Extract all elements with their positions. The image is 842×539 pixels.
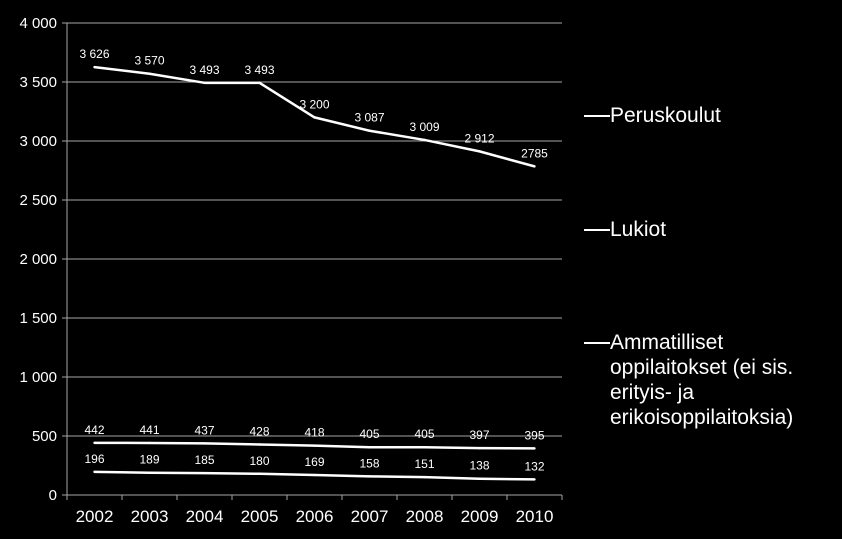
data-label: 185 — [194, 453, 214, 467]
x-tick-label: 2007 — [351, 507, 389, 526]
y-axis-tick-labels: 0 500 1 000 1 500 2 000 2 500 3 000 3 500 4 000 — [19, 15, 57, 504]
x-tick-label: 2008 — [406, 507, 444, 526]
x-axis-tick-labels: 2002 2003 2004 2005 2006 2007 2008 2009 2010 — [76, 507, 554, 526]
data-point — [478, 477, 481, 480]
data-label: 397 — [469, 428, 489, 442]
data-point — [368, 129, 371, 132]
data-label: 3 009 — [409, 120, 439, 134]
data-labels: 3 626 3 570 3 493 3 493 3 200 3 087 3 009 2 912… — [79, 47, 548, 473]
data-label: 2 912 — [464, 131, 494, 145]
data-label: 418 — [304, 426, 324, 440]
data-point — [203, 81, 206, 85]
x-tick-label: 2005 — [241, 507, 279, 526]
data-point — [313, 444, 316, 447]
legend-swatch — [584, 229, 610, 231]
data-point — [533, 478, 536, 481]
data-point — [313, 116, 316, 119]
data-point — [533, 447, 536, 450]
data-label: 151 — [414, 457, 434, 471]
x-tick-label: 2003 — [131, 507, 169, 526]
y-tick-label: 3 500 — [19, 74, 57, 91]
y-tick-label: 1 500 — [19, 310, 57, 327]
legend-swatch — [584, 342, 610, 344]
y-tick-label: 0 — [49, 487, 57, 504]
data-label: 3 493 — [244, 63, 274, 77]
x-tick-label: 2006 — [296, 507, 334, 526]
data-point — [148, 471, 151, 474]
x-tick-label: 2004 — [186, 507, 224, 526]
data-point — [478, 150, 481, 153]
data-point — [258, 443, 261, 446]
data-label: 3 626 — [79, 47, 109, 61]
data-point — [368, 475, 371, 478]
x-tick-label: 2010 — [516, 507, 554, 526]
series-lines — [93, 65, 536, 481]
data-label: 3 493 — [189, 63, 219, 77]
data-point — [533, 165, 536, 168]
legend-label: Ammatilliset oppilaitokset (ei sis. erit… — [610, 331, 794, 429]
data-point — [203, 471, 206, 475]
legend-label: Lukiot — [610, 218, 667, 241]
data-point — [203, 442, 206, 445]
data-label: 138 — [469, 459, 489, 473]
data-label: 437 — [194, 423, 214, 437]
x-tick-label: 2002 — [76, 507, 114, 526]
data-point — [93, 441, 96, 445]
y-tick-label: 4 000 — [19, 15, 57, 32]
data-label: 2785 — [521, 146, 548, 160]
data-point — [93, 470, 96, 474]
data-label: 441 — [139, 423, 159, 437]
data-point — [368, 446, 371, 449]
data-label: 442 — [84, 423, 104, 437]
data-label: 3 087 — [354, 111, 384, 125]
grid-lines — [67, 22, 562, 437]
y-tick-label: 1 000 — [19, 369, 57, 386]
data-point — [478, 446, 481, 450]
data-point — [423, 138, 426, 142]
legend-label: Peruskoulut — [610, 104, 721, 127]
x-tick-label: 2009 — [461, 507, 499, 526]
legend-swatch — [584, 115, 610, 117]
data-label: 405 — [359, 427, 379, 441]
legend-item-ammatilliset: Ammatilliset oppilaitokset (ei sis. erit… — [584, 330, 839, 430]
y-tick-label: 500 — [32, 428, 57, 445]
data-label: 395 — [524, 428, 544, 442]
legend-item-lukiot: Lukiot — [584, 217, 839, 242]
data-point — [423, 475, 426, 479]
data-label: 428 — [249, 424, 269, 438]
data-label: 196 — [84, 452, 104, 466]
data-label: 180 — [249, 454, 269, 468]
data-point — [148, 72, 151, 75]
data-point — [313, 473, 316, 477]
data-point — [258, 81, 261, 85]
y-tick-label: 2 000 — [19, 251, 57, 268]
data-point — [148, 441, 151, 445]
data-label: 132 — [524, 459, 544, 473]
data-label: 3 570 — [134, 54, 164, 68]
data-point — [423, 446, 426, 449]
y-tick-label: 2 500 — [19, 192, 57, 209]
legend-item-peruskoulut: Peruskoulut — [584, 103, 839, 128]
data-label: 189 — [139, 453, 159, 467]
data-label: 169 — [304, 455, 324, 469]
data-point — [93, 65, 96, 69]
data-label: 3 200 — [299, 97, 329, 111]
axes — [62, 22, 563, 500]
data-point — [258, 472, 261, 475]
data-label: 158 — [359, 456, 379, 470]
y-tick-label: 3 000 — [19, 133, 57, 150]
data-label: 405 — [414, 427, 434, 441]
